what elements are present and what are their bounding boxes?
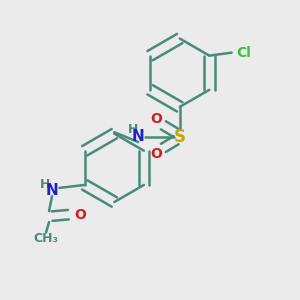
Text: N: N [132,129,145,144]
Text: S: S [174,128,186,146]
Text: CH₃: CH₃ [34,232,58,245]
Text: O: O [150,112,162,126]
Text: O: O [74,208,86,222]
Text: Cl: Cl [236,46,251,60]
Text: H: H [40,178,51,191]
Text: H: H [128,123,138,136]
Text: N: N [46,183,59,198]
Text: O: O [150,148,162,161]
